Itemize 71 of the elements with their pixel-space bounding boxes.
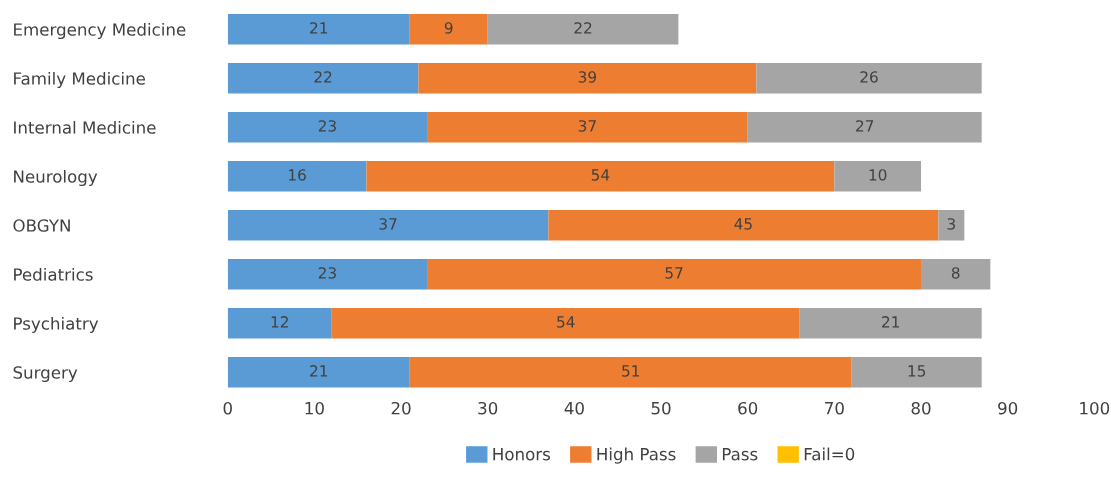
data-label: 26: [860, 71, 878, 83]
data-label: 3: [947, 218, 955, 230]
x-tick-label: 20: [391, 401, 411, 415]
data-label: 21: [310, 365, 328, 377]
data-label: 21: [882, 316, 899, 328]
data-label: 23: [318, 120, 336, 132]
data-label: 16: [289, 169, 306, 181]
data-label: 45: [734, 218, 752, 230]
data-label: 10: [869, 169, 887, 181]
bar: [427, 112, 748, 143]
legend-label: Fail=0: [804, 447, 855, 461]
bar: [409, 14, 488, 45]
bar: [227, 14, 410, 45]
bar: [418, 63, 757, 94]
y-tick-label: Internal Medicine: [14, 120, 156, 134]
data-label: 39: [578, 71, 597, 83]
bar: [851, 357, 982, 388]
x-tick-label: 40: [564, 401, 584, 415]
data-label: 37: [379, 218, 397, 230]
y-tick-label: OBGYN: [13, 219, 70, 232]
data-label: 21: [310, 22, 328, 34]
x-tick-label: 70: [825, 401, 844, 415]
y-tick-label: Neurology: [14, 169, 98, 187]
bar: [487, 14, 679, 45]
x-tick-label: 10: [305, 401, 324, 415]
data-label: 22: [314, 71, 332, 83]
bar: [921, 259, 991, 290]
bar: [938, 210, 965, 241]
bar: [747, 112, 982, 143]
bar: [227, 112, 428, 143]
data-label: 54: [557, 316, 575, 328]
y-tick-label: Family Medicine: [14, 71, 145, 89]
x-tick-label: 50: [651, 401, 671, 415]
bar: [331, 308, 800, 339]
bar: [834, 161, 922, 192]
bar: [427, 259, 922, 290]
x-tick-label: 30: [478, 401, 498, 415]
bar: [227, 210, 549, 241]
data-label: 27: [856, 120, 874, 132]
y-tick-label: Surgery: [13, 366, 78, 383]
legend-label: Pass: [722, 448, 758, 461]
bar: [227, 308, 332, 339]
y-tick-label: Emergency Medicine: [14, 22, 186, 40]
bar: [227, 357, 410, 388]
y-tick-label: Pediatrics: [14, 267, 93, 281]
data-label: 9: [444, 22, 453, 34]
data-label: 51: [622, 365, 640, 377]
bar: [756, 63, 982, 94]
data-label: 8: [951, 267, 960, 279]
x-tick-label: 100: [1080, 401, 1110, 415]
y-tick-label: Psychiatry: [14, 316, 99, 334]
bar: [227, 161, 367, 192]
x-tick-label: 90: [998, 401, 1018, 415]
legend-label: Honors: [493, 448, 551, 461]
bar: [366, 161, 835, 192]
bar: [548, 210, 939, 241]
bar: [409, 357, 852, 388]
data-label: 57: [665, 267, 683, 279]
data-label: 15: [908, 365, 926, 377]
x-tick-label: 80: [911, 401, 931, 415]
x-tick-label: 60: [738, 401, 758, 415]
data-label: 54: [591, 169, 610, 181]
bar: [799, 308, 982, 339]
x-tick-label: 0: [223, 401, 232, 415]
bar: [227, 259, 428, 290]
data-label: 23: [318, 267, 336, 279]
data-label: 37: [578, 120, 596, 132]
data-label: 12: [271, 316, 288, 328]
data-label: 22: [574, 22, 592, 34]
legend-label: High Pass: [597, 447, 676, 464]
bar: [227, 63, 419, 94]
